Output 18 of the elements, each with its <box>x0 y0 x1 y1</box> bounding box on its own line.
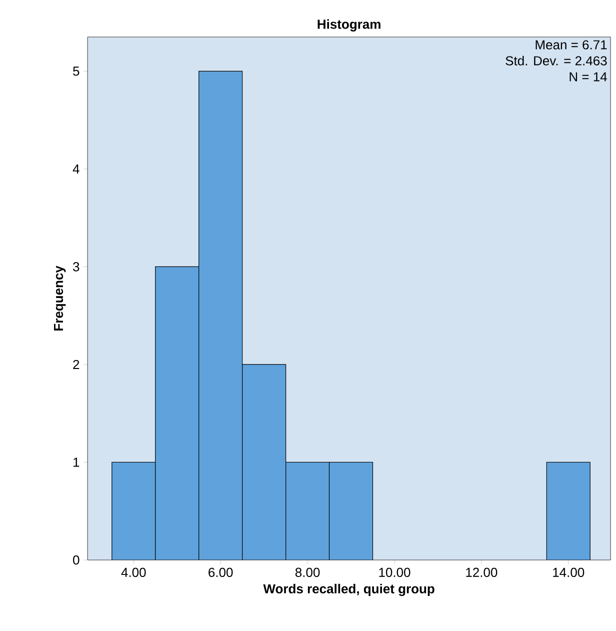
chart-title: Histogram <box>318 19 381 32</box>
x-tick-label: 12.00 <box>466 568 498 577</box>
y-tick-label: 3 <box>73 262 80 272</box>
annotation: Mean = 6.71 <box>536 40 607 50</box>
y-tick-label: 2 <box>73 360 80 370</box>
x-axis-title: Words recalled, quiet group <box>263 584 435 596</box>
x-tick-label: 4.00 <box>122 568 146 577</box>
x-tick-label: 10.00 <box>379 568 410 577</box>
y-tick-label: 0 <box>73 555 80 565</box>
y-axis-title: Frequency <box>54 266 66 331</box>
x-tick-label: 8.00 <box>296 568 320 577</box>
x-tick-label: 14.00 <box>553 568 584 577</box>
x-tick-label: 6.00 <box>208 568 233 577</box>
y-tick-label: 5 <box>73 66 80 76</box>
annotation: N = 14 <box>570 72 608 82</box>
annotation: Std. Dev. = 2.463 <box>506 56 607 66</box>
y-tick-label: 1 <box>74 458 80 467</box>
y-tick-label: 4 <box>73 164 80 174</box>
